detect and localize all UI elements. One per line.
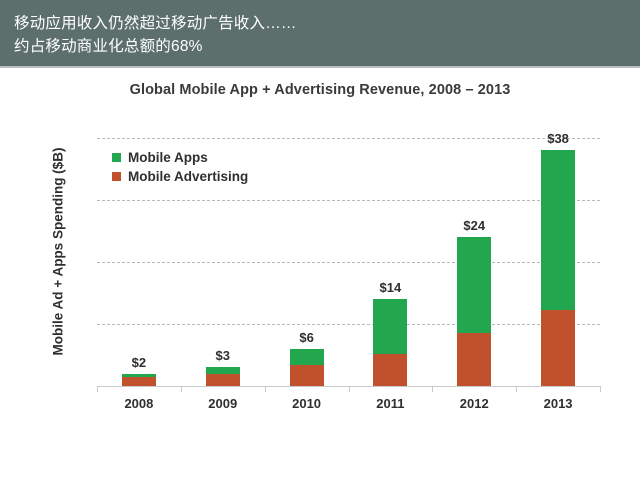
bar-segment-mobile-advertising[interactable] <box>457 333 492 386</box>
chart-container: Global Mobile App + Advertising Revenue,… <box>0 68 640 437</box>
chart-legend: Mobile Apps Mobile Advertising <box>112 148 248 186</box>
plot-area: $0$10$20$30$40 200820092010201120122013 … <box>97 131 601 411</box>
x-axis-tick-label-2012: 2012 <box>459 396 489 411</box>
gridline <box>97 324 600 325</box>
bar-segment-mobile-advertising[interactable] <box>373 353 408 386</box>
slide-footer: @KPCB Source: Global Mobile App revenue … <box>0 437 640 481</box>
x-axis-tick-label-2010: 2010 <box>292 396 322 411</box>
chart-title: Global Mobile App + Advertising Revenue,… <box>129 82 511 98</box>
legend-label-mobile-advertising: Mobile Advertising <box>128 169 249 184</box>
bar-value-label-2013: $38 <box>547 131 569 147</box>
legend-label-mobile-apps: Mobile Apps <box>128 150 208 165</box>
bar-value-label-2011: $14 <box>379 280 402 296</box>
header-headline-line-1: 移动应用收入仍然超过移动广告收入…… <box>14 15 297 32</box>
x-axis-tick <box>432 386 434 392</box>
header-divider <box>0 66 640 68</box>
bar-segment-mobile-advertising[interactable] <box>205 373 240 386</box>
bar-value-label-2010: $6 <box>299 329 314 345</box>
bar-segment-mobile-advertising[interactable] <box>289 364 324 386</box>
header-headline-line-2: 约占移动商业化总额的68% <box>14 38 203 55</box>
slide-header-band: 移动应用收入仍然超过移动广告收入…… 约占移动商业化总额的68% <box>0 0 640 68</box>
bar-segment-mobile-advertising[interactable] <box>121 376 156 386</box>
gridline <box>97 138 600 139</box>
bar-value-label-2012: $24 <box>463 218 486 234</box>
x-axis-tick-label-2013: 2013 <box>543 396 573 411</box>
bar-column-2013[interactable] <box>541 150 576 386</box>
bar-segment-mobile-apps[interactable] <box>289 348 324 365</box>
legend-item-mobile-advertising: Mobile Advertising <box>112 167 248 186</box>
bar-segment-mobile-apps[interactable] <box>541 150 576 311</box>
bar-column-2010[interactable] <box>289 348 324 386</box>
x-axis-tick-label-2008: 2008 <box>124 396 154 411</box>
x-axis-tick <box>600 386 601 392</box>
legend-swatch-icon-mobile-advertising <box>112 172 121 181</box>
bar-value-label-2008: $2 <box>131 354 147 370</box>
bar-column-2009[interactable] <box>205 367 240 386</box>
x-axis-tick <box>516 386 518 392</box>
bar-segment-mobile-advertising[interactable] <box>541 310 576 386</box>
legend-item-mobile-apps: Mobile Apps <box>112 148 248 167</box>
bar-value-label-2009: $3 <box>215 348 230 364</box>
bar-column-2011[interactable] <box>373 299 408 386</box>
gridline <box>97 262 600 263</box>
x-axis-tick-label-2011: 2011 <box>376 396 405 411</box>
x-axis-tick <box>348 386 350 392</box>
bar-segment-mobile-apps[interactable] <box>205 367 240 374</box>
x-axis-tick <box>264 386 266 392</box>
bar-segment-mobile-apps[interactable] <box>457 237 492 334</box>
legend-swatch-icon-mobile-apps <box>112 153 121 162</box>
bar-segment-mobile-apps[interactable] <box>121 373 156 377</box>
x-axis-tick <box>97 386 98 392</box>
y-axis-title: Mobile Ad + Apps Spending ($B) <box>50 147 66 356</box>
bar-segment-mobile-apps[interactable] <box>373 299 408 354</box>
x-axis-tick <box>180 386 182 392</box>
gridline <box>97 200 600 201</box>
x-axis-tick-label-2009: 2009 <box>208 396 238 411</box>
bar-column-2008[interactable] <box>121 373 156 386</box>
bar-column-2012[interactable] <box>457 237 492 386</box>
